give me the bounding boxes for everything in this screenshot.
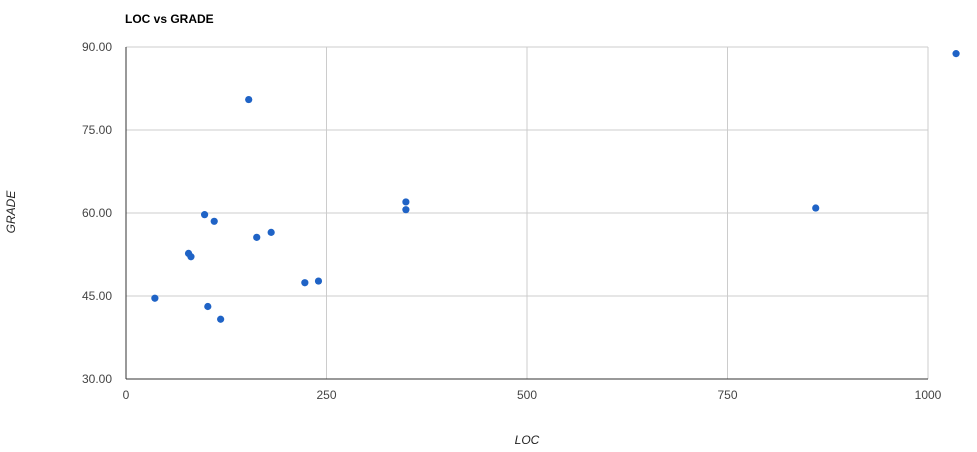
data-point xyxy=(267,228,275,236)
y-tick-label: 60.00 xyxy=(82,206,112,220)
data-point xyxy=(253,233,261,241)
data-point xyxy=(200,211,209,219)
data-point xyxy=(151,294,159,302)
x-axis-ticks: 0 250 500 750 1000 xyxy=(123,388,942,402)
data-point xyxy=(204,302,212,311)
data-point xyxy=(812,204,820,212)
data-point xyxy=(952,50,960,58)
x-tick-label: 0 xyxy=(123,388,130,402)
y-tick-label: 30.00 xyxy=(82,372,112,386)
x-tick-label: 750 xyxy=(717,388,737,402)
y-axis-ticks: 90.00 75.00 60.00 45.00 30.00 xyxy=(82,40,112,386)
axes xyxy=(125,47,928,380)
data-point xyxy=(217,315,225,323)
data-point xyxy=(314,277,323,285)
data-point xyxy=(245,95,253,104)
grid-lines xyxy=(126,46,929,379)
y-axis-title: GRADE xyxy=(4,190,18,234)
chart-title: LOC vs GRADE xyxy=(125,12,214,26)
y-tick-label: 45.00 xyxy=(82,289,112,303)
x-tick-label: 500 xyxy=(517,388,537,402)
x-axis-title: LOC xyxy=(515,433,540,447)
data-point xyxy=(402,206,410,214)
x-tick-label: 250 xyxy=(316,388,336,402)
data-point xyxy=(187,253,195,261)
data-point xyxy=(402,198,410,206)
y-tick-label: 90.00 xyxy=(82,40,112,54)
x-tick-label: 1000 xyxy=(915,388,942,402)
data-points xyxy=(151,50,960,323)
data-point xyxy=(210,217,218,225)
data-point xyxy=(301,279,309,287)
y-tick-label: 75.00 xyxy=(82,123,112,137)
